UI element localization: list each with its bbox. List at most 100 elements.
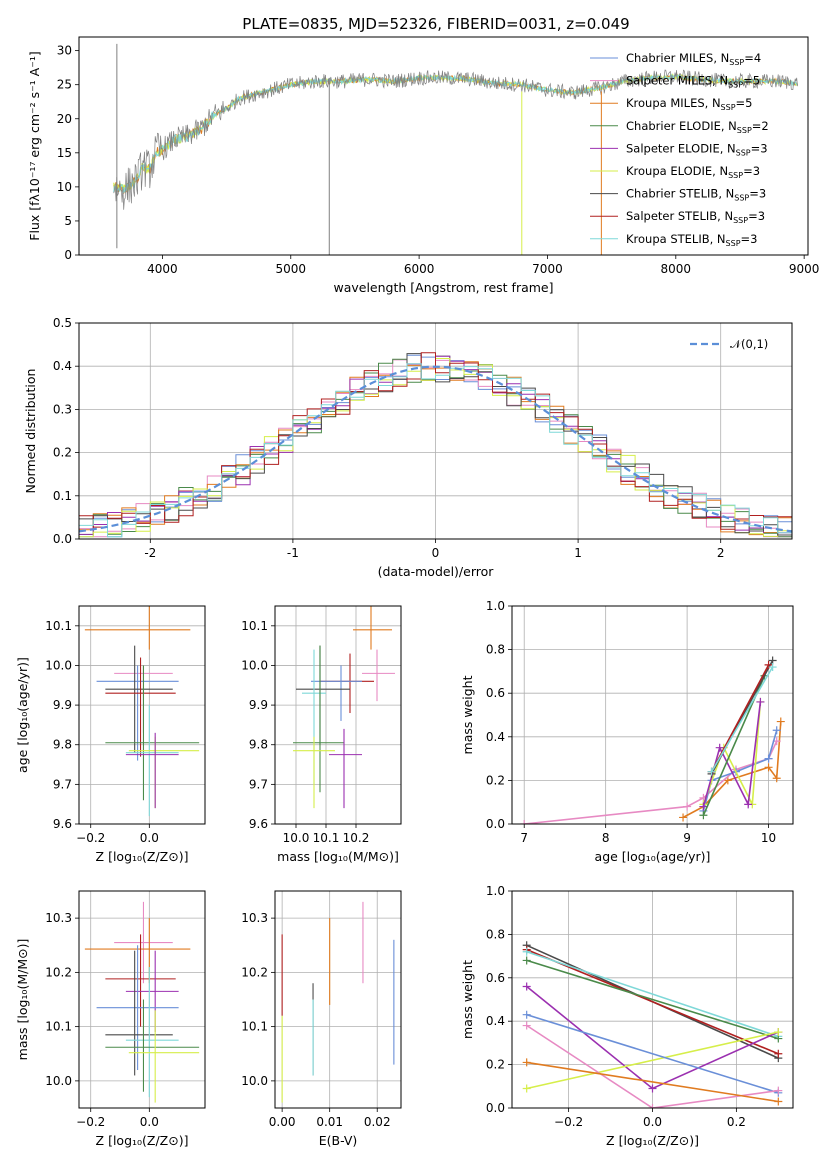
model-spectrum-line-kroupa-stelib	[113, 73, 798, 195]
y-tick-label: 0.4	[486, 730, 505, 744]
legend-label-chabrier-elodie: Chabrier ELODIE, NSSP=2	[626, 119, 769, 135]
x-axis-label: Z [log₁₀(Z/Z⊙)]	[606, 1133, 699, 1148]
y-tick-label: 10.3	[241, 911, 268, 925]
series-line	[526, 951, 779, 1038]
y-tick-label: 10.1	[45, 619, 72, 633]
x-tick-label: -2	[144, 546, 156, 560]
errorbar-salpeter-miles	[362, 649, 395, 702]
axes-frame	[274, 605, 402, 825]
plot-area	[84, 606, 200, 817]
page-title: PLATE=0835, MJD=52326, FIBERID=0031, z=0…	[242, 15, 629, 33]
x-tick-label: 9000	[789, 262, 819, 276]
x-axis-label: E(B-V)	[319, 1133, 358, 1148]
normal-curve-legend-label: 𝒩(0,1)	[730, 337, 768, 351]
x-tick-label: 8	[602, 831, 610, 845]
series-marker	[764, 763, 773, 772]
y-tick-label: 10.0	[241, 658, 268, 672]
y-tick-label: 20	[57, 112, 72, 126]
series-line	[526, 1031, 779, 1090]
y-tick-label: 0.6	[486, 686, 505, 700]
x-tick-label: 8000	[661, 262, 692, 276]
y-tick-label: 0.4	[53, 359, 72, 373]
errorbar-chabrier-elodie	[105, 665, 200, 801]
x-tick-label: −0.2	[76, 1115, 105, 1129]
histogram-step-chabrier-stelib	[79, 353, 792, 536]
errorbar-chabrier-elodie	[293, 645, 344, 793]
residuals-panel: -2 -1 0 1 2 0.0 0.1 0.2 0.3 0.4 0.5 (data-model)/er…	[23, 316, 793, 579]
y-tick-label: 0.4	[486, 1014, 505, 1028]
errorbar-kroupa-miles	[353, 606, 392, 650]
series-marker	[707, 767, 716, 776]
series-line	[526, 959, 779, 1040]
series-marker	[522, 982, 531, 991]
x-tick-label: 7000	[532, 262, 563, 276]
y-tick-label: 0.6	[486, 971, 505, 985]
series-marker	[679, 813, 688, 822]
series-kroupa-miles	[522, 1058, 783, 1106]
y-tick-label: 10.0	[45, 658, 72, 672]
axes-frame	[78, 605, 206, 825]
x-tick-label: -1	[287, 546, 299, 560]
plot-area	[522, 941, 783, 1108]
y-tick-label: 10.2	[241, 965, 268, 979]
observed-spectrum-line	[113, 69, 798, 210]
errorbar-kroupa-stelib	[125, 705, 179, 817]
series-line	[702, 701, 762, 808]
series-marker	[699, 811, 708, 820]
y-tick-label: 10.2	[45, 965, 72, 979]
plot-area	[84, 901, 200, 1103]
x-tick-label: 0.2	[727, 1115, 746, 1129]
axes-frame	[511, 890, 794, 1109]
series-line	[682, 721, 782, 819]
x-tick-label: 7	[520, 831, 528, 845]
y-tick-label: 9.9	[53, 698, 72, 712]
x-tick-label: 10	[761, 831, 776, 845]
series-marker	[774, 1086, 783, 1095]
series-marker	[648, 1084, 657, 1093]
y-tick-label: 10	[57, 180, 72, 194]
mass-vs-Z-panel: −0.2 0.0 10.0 10.1 10.2 10.3 Z [log₁₀(Z/Z⊙)] ma…	[15, 890, 206, 1148]
x-tick-label: 0.0	[140, 1115, 159, 1129]
x-tick-label: 10.1	[313, 831, 340, 845]
spectrum-legend: Chabrier MILES, NSSP=4 Salpeter MILES, NS…	[590, 51, 769, 248]
y-axis-label: mass weight	[460, 675, 475, 754]
y-tick-label: 15	[57, 146, 72, 160]
histogram-step-kroupa-stelib	[79, 363, 792, 538]
y-axis-label: mass [log₁₀(M/M⊙)]	[15, 939, 30, 1061]
series-kroupa-elodie	[522, 1028, 783, 1093]
legend-label-salpeter-elodie: Salpeter ELODIE, NSSP=3	[626, 141, 768, 157]
series-marker	[522, 956, 531, 965]
plot-area	[79, 352, 792, 538]
x-axis-label: age [log₁₀(age/yr)]	[595, 849, 711, 864]
y-axis-label: age [log₁₀(age/yr)]	[15, 657, 30, 773]
x-tick-label: 0.0	[140, 831, 159, 845]
axes-frame	[511, 605, 794, 825]
series-line	[526, 1024, 779, 1108]
legend-label-chabrier-miles: Chabrier MILES, NSSP=4	[626, 51, 761, 67]
series-marker	[764, 754, 773, 763]
series-line	[710, 666, 774, 773]
series-marker	[774, 1049, 783, 1058]
series-marker	[744, 800, 753, 809]
y-tick-label: 0.1	[53, 489, 72, 503]
axes-frame	[78, 36, 809, 256]
x-axis-label: Z [log₁₀(Z/Z⊙)]	[96, 849, 189, 864]
mass-vs-ebv-panel: 0.00 0.01 0.02 10.0 10.1 10.2 10.3 E(B-V)	[241, 890, 402, 1148]
axes-frame	[78, 322, 793, 540]
age-vs-Z-panel: −0.2 0.0 9.6 9.7 9.8 9.9 10.0 10.1 Z [log₁₀(Z/Z⊙…	[15, 605, 206, 864]
x-tick-label: 0.01	[316, 1115, 343, 1129]
y-tick-label: 0	[64, 248, 72, 262]
series-marker	[723, 776, 732, 785]
series-marker	[522, 1010, 531, 1019]
mass-weight-vs-Z-panel: −0.2 0.0 0.2 0.0 0.2 0.4 0.6 0.8 1.0 Z [log₁₀(Z/Z…	[460, 884, 794, 1148]
y-tick-label: 30	[57, 44, 72, 58]
series-marker	[772, 726, 781, 735]
series-line	[526, 1061, 779, 1103]
series-marker	[522, 1021, 531, 1030]
y-tick-label: 0.5	[53, 316, 72, 330]
series-marker	[699, 802, 708, 811]
series-marker	[648, 1104, 657, 1108]
y-tick-label: 9.7	[249, 777, 268, 791]
y-tick-label: 9.9	[249, 698, 268, 712]
errorbar-chabrier-miles	[96, 665, 179, 761]
